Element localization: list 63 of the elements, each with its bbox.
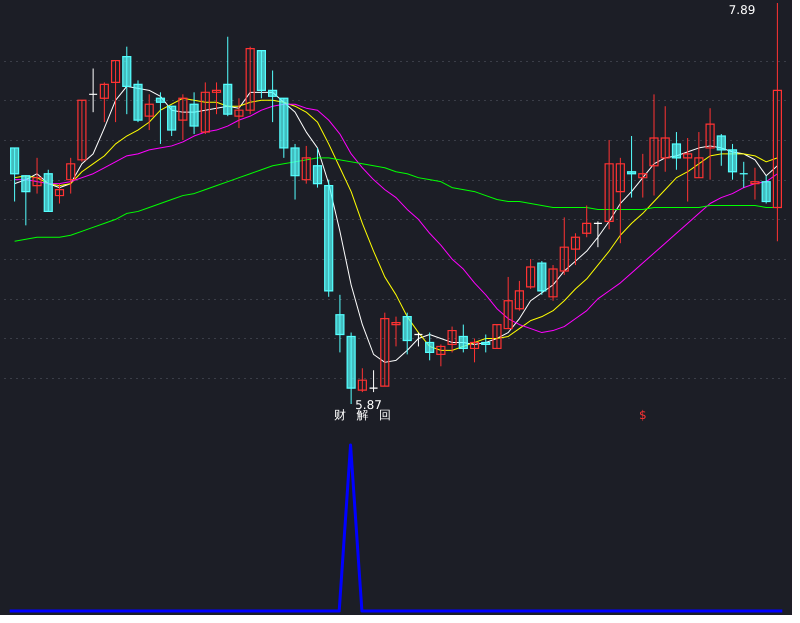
candlestick <box>705 108 715 180</box>
candlestick <box>481 334 490 353</box>
candlestick <box>626 136 636 198</box>
candlestick <box>728 143 738 180</box>
candlestick <box>234 98 244 129</box>
candlestick <box>694 132 704 178</box>
candlestick <box>458 324 468 353</box>
candlestick <box>54 183 64 204</box>
candlestick <box>604 139 614 230</box>
candlestick <box>246 46 255 115</box>
candlestick <box>335 294 345 353</box>
candlestick <box>616 157 625 244</box>
candlestick <box>470 338 480 363</box>
candlestick <box>100 82 109 123</box>
candlestick <box>402 312 412 355</box>
candlestick <box>672 132 682 170</box>
candlestick <box>368 370 378 393</box>
candlestick <box>77 100 87 162</box>
candlestick <box>167 106 176 137</box>
text: 财 <box>334 408 346 422</box>
candlestick <box>593 220 603 248</box>
candlestick <box>526 258 536 290</box>
candlestick <box>425 332 434 361</box>
candlestick <box>739 161 748 188</box>
text: $ <box>638 408 647 422</box>
candlestick <box>762 175 771 204</box>
candlestick <box>750 167 760 200</box>
candlestick <box>548 264 558 302</box>
candlestick <box>312 147 322 188</box>
candlestick <box>660 106 670 172</box>
candlestick <box>414 332 424 347</box>
candlestick <box>560 216 569 276</box>
candlestick <box>302 145 311 184</box>
candlestick <box>178 94 188 140</box>
candlestick <box>683 137 692 202</box>
candlestick <box>358 368 367 393</box>
candlestick <box>32 157 42 194</box>
candlestick <box>88 68 98 113</box>
candlestick <box>110 60 120 123</box>
candlestick <box>212 82 222 115</box>
candlestick <box>504 276 513 330</box>
candlestick <box>772 2 782 242</box>
candlestick <box>21 175 30 226</box>
candlestick <box>582 204 592 238</box>
candlestick <box>570 232 580 266</box>
candlestick <box>66 157 76 194</box>
candlestick <box>200 82 210 135</box>
candlestick <box>447 326 457 353</box>
candlestick <box>436 344 446 367</box>
text: 回 <box>378 408 391 422</box>
candlestick <box>391 316 401 347</box>
candlestick <box>716 134 726 166</box>
candlestick <box>514 280 524 312</box>
candlestick <box>268 70 278 123</box>
candlestick <box>638 153 648 198</box>
candlestick <box>189 92 199 135</box>
candlestick <box>492 324 502 350</box>
candlestick <box>144 94 154 131</box>
candlestick <box>380 312 390 387</box>
text: 解 <box>356 408 368 422</box>
candlestick <box>649 94 659 196</box>
candlestick <box>156 92 166 144</box>
annotation: 7.89 <box>728 3 756 17</box>
